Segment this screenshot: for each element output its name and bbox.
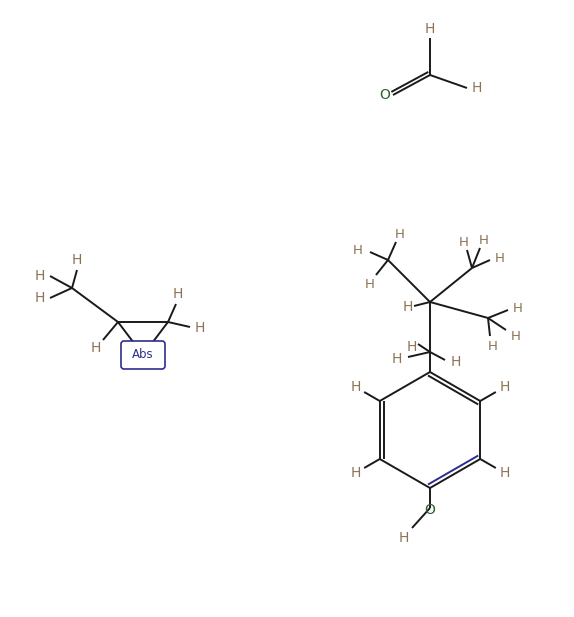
Text: Abs: Abs — [132, 349, 154, 362]
Text: O: O — [379, 88, 390, 102]
Text: H: H — [395, 228, 405, 241]
Text: H: H — [365, 278, 375, 291]
Text: H: H — [472, 81, 482, 95]
Text: H: H — [350, 466, 360, 480]
Text: H: H — [350, 380, 360, 394]
Text: H: H — [392, 352, 402, 366]
Text: H: H — [499, 466, 510, 480]
Text: O: O — [425, 503, 436, 517]
Text: H: H — [72, 253, 82, 267]
Text: H: H — [407, 340, 417, 354]
Text: H: H — [459, 236, 469, 249]
FancyBboxPatch shape — [121, 341, 165, 369]
Text: H: H — [91, 341, 101, 355]
Text: H: H — [499, 380, 510, 394]
Text: H: H — [399, 531, 409, 545]
Text: H: H — [403, 300, 413, 314]
Text: H: H — [488, 339, 498, 352]
Text: H: H — [495, 252, 505, 265]
Text: H: H — [511, 329, 521, 342]
Text: H: H — [479, 233, 489, 247]
Text: H: H — [513, 302, 523, 315]
Text: H: H — [425, 22, 435, 36]
Text: H: H — [353, 244, 363, 257]
Text: H: H — [35, 269, 45, 283]
Text: H: H — [451, 355, 461, 369]
Text: H: H — [35, 291, 45, 305]
Text: H: H — [173, 287, 183, 301]
Text: H: H — [195, 321, 205, 335]
